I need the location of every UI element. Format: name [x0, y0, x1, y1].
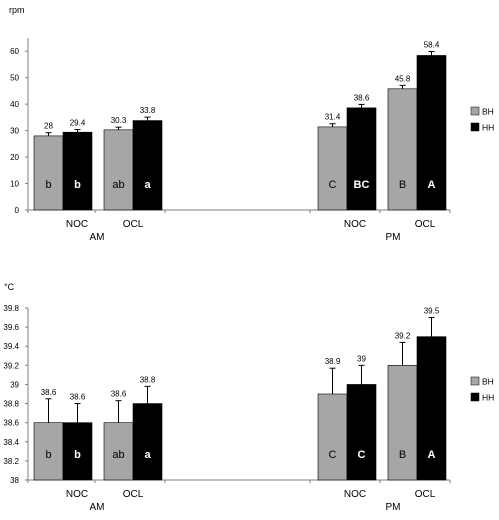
legend-swatch-bh — [470, 106, 480, 116]
y-tick-label: 38.6 — [3, 419, 19, 428]
legend-swatch-hh — [470, 122, 480, 132]
bar-bh — [33, 422, 64, 481]
x-category-label: NOC — [66, 219, 88, 230]
rpm-bar-chart: rpm 0 10 20 30 40 50 60 28 b 30.3 ab 31.4 C 45.8 B 29.4 b… — [9, 5, 494, 243]
session-label: PM — [386, 232, 401, 243]
data-label: 38.6 — [354, 93, 370, 102]
bar-hh — [62, 131, 93, 211]
x-category-label: OCL — [415, 489, 436, 500]
x-category-label: NOC — [66, 489, 88, 500]
bar-hh — [346, 384, 377, 481]
data-label: 39.5 — [424, 307, 440, 316]
data-label: 33.8 — [140, 106, 156, 115]
legend-label: HH — [482, 393, 494, 403]
y-tick-label: 38.4 — [3, 438, 19, 447]
session-label: AM — [90, 232, 105, 243]
y-tick-label: 38.2 — [3, 457, 19, 466]
significance-letter: ab — [112, 449, 124, 461]
significance-letter: ab — [112, 179, 124, 191]
y-tick-label: 30 — [10, 127, 19, 136]
bar-hh — [132, 120, 163, 211]
temperature-bar-chart: °C 38 38.2 38.4 38.6 38.8 39 39.2 39.4 39.6 39.8 38… — [3, 282, 494, 513]
significance-letter: A — [428, 179, 436, 191]
bar-hh — [346, 107, 377, 211]
y-tick-label: 39.6 — [3, 323, 19, 332]
data-label: 29.4 — [70, 119, 86, 128]
y-tick-label: 38.8 — [3, 400, 19, 409]
bar-bh — [387, 88, 418, 211]
data-label: 38.9 — [325, 357, 341, 366]
bar-bh — [317, 126, 348, 211]
legend-swatch-bh — [470, 376, 480, 386]
significance-letter: C — [358, 449, 366, 461]
y-tick-label: 39.4 — [3, 342, 19, 351]
data-label: 31.4 — [325, 113, 341, 122]
significance-letter: b — [45, 449, 51, 461]
significance-letter: C — [329, 449, 337, 461]
y-tick-label: 10 — [10, 180, 19, 189]
legend-label: BH — [482, 377, 494, 387]
session-label: PM — [386, 502, 401, 513]
x-category-label: NOC — [344, 489, 366, 500]
significance-letter: a — [144, 179, 151, 191]
y-tick-label: 40 — [10, 100, 19, 109]
bar-bh — [387, 365, 418, 481]
bar-bh — [103, 422, 134, 481]
bar-hh — [416, 336, 447, 481]
data-label: 45.8 — [395, 74, 411, 83]
data-label: 38.6 — [41, 388, 57, 397]
bar-bh — [33, 135, 64, 211]
data-label: 30.3 — [111, 116, 127, 125]
x-category-label: OCL — [415, 219, 436, 230]
data-label: 39.2 — [395, 331, 411, 340]
legend-label: HH — [482, 123, 494, 133]
y-tick-label: 39.2 — [3, 361, 19, 370]
significance-letter: C — [329, 179, 337, 191]
data-label: 39 — [357, 354, 366, 363]
y-tick-label: 60 — [10, 47, 19, 56]
significance-letter: B — [399, 449, 406, 461]
significance-letter: BC — [354, 179, 370, 191]
bar-hh — [416, 55, 447, 211]
y-tick-label: 50 — [10, 74, 19, 83]
significance-letter: b — [45, 179, 51, 191]
y-tick-label: 39 — [10, 380, 19, 389]
session-label: AM — [90, 502, 105, 513]
x-category-label: OCL — [123, 489, 144, 500]
significance-letter: A — [428, 449, 436, 461]
legend-swatch-hh — [470, 392, 480, 402]
significance-letter: b — [74, 449, 81, 461]
bar-hh — [132, 403, 163, 481]
x-category-label: OCL — [123, 219, 144, 230]
bar-hh — [62, 422, 93, 481]
data-label: 28 — [44, 122, 53, 131]
significance-letter: a — [144, 449, 151, 461]
y-tick-label: 20 — [10, 153, 19, 162]
bar-bh — [103, 129, 134, 211]
x-category-label: NOC — [344, 219, 366, 230]
y-tick-label: 39.8 — [3, 304, 19, 313]
y-tick-label: 0 — [15, 206, 20, 215]
data-label: 38.8 — [140, 375, 156, 384]
data-label: 38.6 — [70, 393, 86, 402]
significance-letter: B — [399, 179, 406, 191]
y-tick-label: 38 — [10, 476, 19, 485]
data-label: 38.6 — [111, 390, 127, 399]
y-unit-label: °C — [4, 282, 15, 292]
bar-bh — [317, 393, 348, 481]
significance-letter: b — [74, 179, 81, 191]
y-unit-label: rpm — [9, 5, 25, 15]
legend-label: BH — [482, 107, 494, 117]
data-label: 58.4 — [424, 40, 440, 49]
